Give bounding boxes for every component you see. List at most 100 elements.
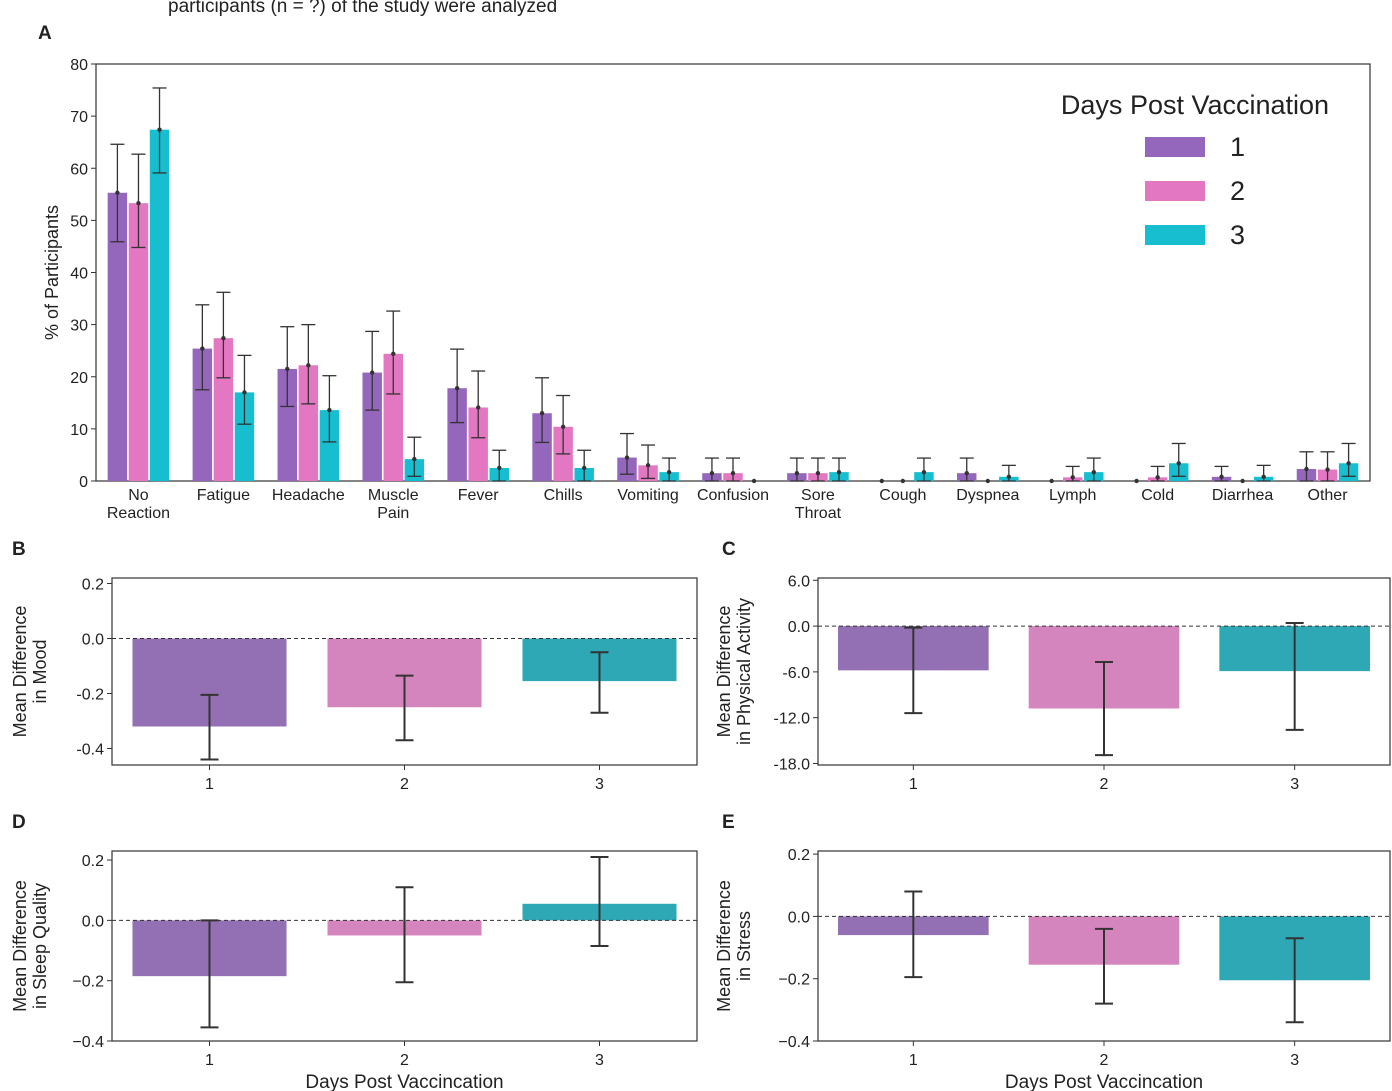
x-tick-label: 3	[1290, 1052, 1299, 1069]
x-tick-label: Reaction	[107, 505, 170, 522]
x-axis-label: Days Post Vaccincation	[1005, 1072, 1203, 1091]
y-tick-label: 0.0	[788, 619, 810, 636]
point-estimate	[624, 455, 630, 460]
y-axis-label-line: Mean Difference	[10, 606, 30, 738]
x-tick-label: No	[128, 487, 149, 504]
point-estimate	[454, 386, 460, 391]
point-estimate	[1155, 475, 1160, 480]
y-axis-label-line: Mean Difference	[10, 880, 30, 1012]
point-estimate	[921, 469, 927, 475]
y-tick-label: 60	[70, 161, 88, 178]
x-tick-label: Sore	[801, 487, 835, 504]
point-estimate	[327, 407, 332, 413]
y-tick-label: 0	[79, 474, 88, 491]
point-estimate	[476, 405, 481, 410]
point-estimate	[709, 470, 715, 476]
y-tick-label: 0.2	[788, 847, 810, 864]
y-axis-label: Mean Differencein Mood	[10, 606, 50, 738]
point-estimate	[1049, 478, 1054, 484]
x-tick-label: Throat	[795, 505, 842, 522]
y-tick-label: -12.0	[774, 711, 811, 728]
point-estimate	[221, 335, 226, 341]
x-tick-label: 2	[1100, 1052, 1109, 1069]
panel-b-letter: B	[12, 539, 26, 560]
y-axis-label-line: in Physical Activity	[734, 598, 754, 745]
x-tick-label: 2	[400, 776, 409, 793]
x-tick-label: 3	[1290, 776, 1299, 793]
y-axis-label-line: in Mood	[30, 639, 50, 703]
point-estimate	[1304, 466, 1309, 472]
bar	[447, 388, 467, 481]
point-estimate	[815, 470, 821, 476]
x-tick-label: 3	[595, 1052, 604, 1069]
point-estimate	[370, 370, 375, 375]
point-estimate	[645, 463, 651, 468]
x-tick-label: Headache	[272, 487, 345, 504]
legend-label: 1	[1230, 132, 1245, 162]
y-axis-label-line: Mean Difference	[714, 606, 734, 738]
panel-b: B -0.4 -0.2 0.0 0.2 Mean Differencein Mood 1 2 3	[10, 539, 698, 793]
point-estimate	[285, 366, 290, 372]
y-tick-label: 0.0	[82, 632, 104, 649]
y-tick-label: 30	[70, 318, 88, 335]
x-tick-label: Pain	[377, 505, 409, 522]
y-tick-label: 70	[70, 109, 88, 126]
bar	[298, 365, 319, 481]
point-estimate	[1346, 461, 1351, 466]
bar	[319, 410, 340, 481]
point-estimate	[666, 469, 672, 475]
panel-c: C -18.0 -12.0 -6.0 0.0 6.0 Mean Differencein P…	[714, 539, 1391, 793]
point-estimate	[136, 200, 141, 206]
point-estimate	[1006, 474, 1012, 480]
y-tick-label: 10	[70, 422, 88, 439]
point-estimate	[200, 346, 205, 351]
point-estimate	[1219, 474, 1224, 480]
legend-swatch	[1145, 181, 1205, 201]
y-axis-label-line: in Stress	[734, 911, 754, 981]
y-tick-label: −0.4	[778, 1034, 810, 1051]
panel-c-letter: C	[722, 539, 736, 560]
panel-e: E −0.4 −0.2 0.0 0.2 Mean Differencein Stress 1…	[714, 812, 1391, 1091]
y-tick-label: -6.0	[782, 665, 810, 682]
point-estimate	[751, 478, 757, 484]
x-tick-label: Dyspnea	[956, 487, 1019, 504]
point-estimate	[581, 465, 587, 471]
y-tick-label: −0.4	[72, 1034, 104, 1051]
panel-a-letter: A	[38, 23, 52, 44]
x-axis-label: Days Post Vaccincation	[305, 1072, 503, 1091]
x-tick-label: Muscle	[368, 487, 419, 504]
bar	[149, 129, 170, 482]
panel-d: D −0.4 −0.2 0.0 0.2 Mean Differencein Sleep Q…	[10, 812, 698, 1091]
panel-a: A 0 10 20 30 40 50 60 70 80 % of Participants NoRea…	[38, 23, 1371, 522]
x-tick-label: Vomiting	[617, 487, 678, 504]
x-tick-label: 1	[205, 1052, 214, 1069]
point-estimate	[1325, 467, 1330, 472]
x-tick-label: 2	[1100, 776, 1109, 793]
x-tick-label: Fatigue	[197, 487, 250, 504]
point-estimate	[1134, 478, 1139, 484]
panel-d-letter: D	[12, 812, 26, 833]
point-estimate	[879, 478, 885, 484]
y-axis-label-line: Mean Difference	[714, 880, 734, 1012]
point-estimate	[900, 478, 906, 484]
y-tick-label: 6.0	[788, 573, 810, 590]
point-estimate	[1261, 474, 1266, 480]
bar	[277, 368, 298, 481]
x-tick-label: Fever	[458, 487, 500, 504]
y-tick-label: −0.2	[72, 974, 104, 991]
x-tick-label: Diarrhea	[1212, 487, 1273, 504]
x-tick-label: Cold	[1141, 487, 1174, 504]
bar	[362, 372, 382, 481]
y-axis-label: % of Participants	[42, 205, 62, 340]
x-tick-label: 1	[909, 1052, 918, 1069]
x-tick-label: 1	[205, 776, 214, 793]
x-tick-label: 3	[595, 776, 604, 793]
bar	[128, 203, 149, 481]
y-tick-label: 80	[70, 57, 88, 74]
point-estimate	[157, 127, 162, 132]
x-tick-label: 1	[909, 776, 918, 793]
point-estimate	[964, 470, 969, 476]
y-tick-label: 0.0	[82, 913, 104, 930]
legend-swatch	[1145, 137, 1205, 157]
